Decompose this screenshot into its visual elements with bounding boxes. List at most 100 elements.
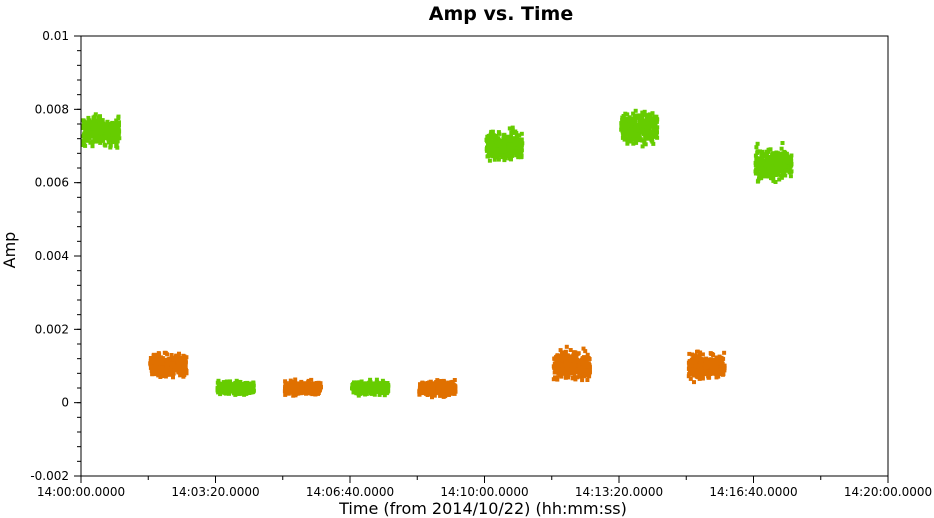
data-point xyxy=(564,363,568,368)
data-point xyxy=(518,143,523,148)
data-point xyxy=(171,357,176,362)
data-point xyxy=(108,124,113,129)
data-point xyxy=(519,131,524,136)
data-point xyxy=(687,351,692,356)
data-point xyxy=(651,141,656,146)
data-point xyxy=(692,380,696,385)
data-point xyxy=(584,358,589,363)
data-point xyxy=(89,130,94,135)
data-point xyxy=(779,146,784,151)
data-point xyxy=(107,129,111,134)
data-point xyxy=(518,155,523,160)
data-point xyxy=(229,389,234,394)
data-point xyxy=(577,372,582,377)
data-point xyxy=(438,393,443,398)
data-point xyxy=(585,352,590,357)
data-point xyxy=(439,391,443,396)
data-point xyxy=(354,387,359,392)
data-point xyxy=(98,117,103,122)
data-point xyxy=(160,367,165,372)
data-point xyxy=(157,359,162,364)
data-point xyxy=(384,391,389,396)
data-point xyxy=(554,375,559,380)
data-point xyxy=(621,114,626,118)
data-point xyxy=(652,114,657,119)
data-point xyxy=(496,136,501,141)
data-point xyxy=(318,381,323,386)
data-point xyxy=(109,130,114,135)
data-point xyxy=(568,362,573,367)
data-point xyxy=(176,353,181,358)
data-point xyxy=(228,379,232,384)
data-point xyxy=(558,348,563,353)
data-point xyxy=(157,365,162,370)
data-point xyxy=(491,134,496,138)
data-point xyxy=(778,168,783,173)
data-point xyxy=(152,360,157,365)
data-point xyxy=(762,172,767,177)
data-point xyxy=(449,385,454,390)
x-axis: 14:00:00.0000 14:03:20.0000 14:06:40.0000 1… xyxy=(37,476,932,499)
data-point xyxy=(722,365,727,370)
data-point xyxy=(768,147,773,152)
data-point xyxy=(502,144,507,149)
data-point xyxy=(643,130,648,135)
data-point xyxy=(239,388,244,393)
data-point xyxy=(700,373,704,378)
data-point xyxy=(583,349,588,354)
data-point xyxy=(382,393,387,398)
data-point xyxy=(503,153,507,158)
data-point xyxy=(110,133,115,138)
data-point xyxy=(759,155,764,160)
data-point xyxy=(777,164,782,169)
data-point xyxy=(296,388,301,393)
data-point xyxy=(698,362,703,367)
data-point xyxy=(696,367,701,372)
data-point xyxy=(106,140,111,145)
data-point xyxy=(221,387,226,392)
data-point xyxy=(644,113,649,118)
data-point xyxy=(753,171,758,176)
data-point xyxy=(778,162,783,167)
data-point xyxy=(687,363,692,368)
data-point xyxy=(787,165,792,170)
data-point xyxy=(89,134,94,139)
data-point xyxy=(704,369,709,374)
data-point xyxy=(691,367,696,372)
data-point xyxy=(572,368,577,373)
data-point xyxy=(640,123,645,128)
data-point xyxy=(722,350,727,355)
data-point xyxy=(619,127,624,132)
x-tick-label: 14:13:20.0000 xyxy=(575,485,663,499)
y-tick-label: 0 xyxy=(61,396,69,410)
data-point xyxy=(781,156,786,161)
data-point xyxy=(574,366,579,371)
data-point xyxy=(720,371,725,376)
data-point xyxy=(417,392,422,397)
data-point xyxy=(586,361,591,366)
data-point xyxy=(709,366,714,371)
data-point xyxy=(578,369,583,374)
data-point xyxy=(693,373,698,378)
data-point xyxy=(351,385,356,390)
data-point xyxy=(113,122,118,127)
data-point xyxy=(754,145,759,150)
data-point xyxy=(780,158,785,163)
data-point xyxy=(309,377,314,382)
data-point xyxy=(712,360,717,365)
data-point xyxy=(293,377,298,382)
data-point xyxy=(627,115,632,120)
data-point xyxy=(377,383,382,388)
data-point xyxy=(560,353,565,358)
data-point xyxy=(624,128,629,133)
data-point xyxy=(100,118,105,123)
data-point xyxy=(789,153,794,158)
data-point xyxy=(694,367,699,371)
data-point xyxy=(175,356,180,361)
data-point xyxy=(632,113,637,118)
data-point xyxy=(492,149,497,154)
data-point xyxy=(82,121,87,126)
data-point xyxy=(496,130,501,135)
data-point xyxy=(635,127,640,132)
data-point xyxy=(569,368,574,373)
